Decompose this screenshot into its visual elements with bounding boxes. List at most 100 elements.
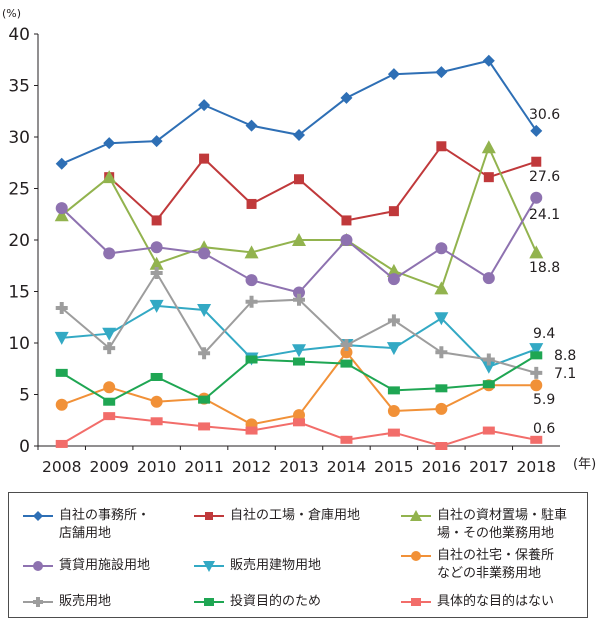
data-point	[292, 233, 306, 246]
data-point	[387, 386, 400, 395]
end-value-label: 18.8	[529, 260, 560, 276]
x-tick-label: 2014	[327, 458, 366, 476]
y-unit-label: (%)	[2, 7, 21, 20]
data-point	[245, 119, 258, 132]
data-point	[481, 140, 496, 154]
y-tick-label: 20	[8, 231, 30, 251]
legend-item: 販売用建物用地	[194, 557, 321, 575]
data-point	[150, 372, 163, 381]
data-point	[411, 551, 421, 561]
y-tick-label: 10	[8, 334, 30, 354]
data-point	[103, 342, 116, 355]
data-point	[55, 398, 68, 411]
data-point	[530, 351, 543, 360]
legend-swatch	[23, 561, 53, 571]
data-point	[245, 295, 258, 308]
data-point	[246, 198, 257, 209]
legend-swatch	[23, 597, 53, 607]
legend-swatch	[194, 512, 224, 520]
data-point	[530, 191, 543, 204]
legend-item: 自社の工場・倉庫用地	[194, 507, 360, 525]
data-point	[435, 402, 448, 415]
data-point	[150, 395, 163, 408]
data-point	[482, 426, 495, 435]
legend-item: 販売用地	[23, 593, 111, 611]
legend-swatch	[194, 561, 224, 572]
data-point	[205, 512, 213, 520]
data-point	[530, 124, 543, 137]
data-point	[245, 355, 258, 364]
data-point	[388, 206, 399, 217]
series	[55, 54, 543, 170]
series	[55, 191, 543, 299]
data-point	[482, 54, 495, 67]
data-point	[150, 266, 163, 279]
end-value-label: 9.4	[533, 326, 555, 342]
data-point	[293, 128, 305, 141]
legend-label: 自社の社宅・保養所 などの非業務用地	[437, 548, 555, 581]
data-point	[387, 428, 400, 437]
data-point	[151, 215, 162, 226]
x-unit-label: (年)	[573, 457, 596, 472]
data-point	[198, 422, 211, 431]
data-point	[386, 263, 401, 277]
data-point	[103, 412, 116, 421]
data-point	[203, 561, 215, 572]
data-point	[150, 417, 163, 426]
data-point	[481, 360, 496, 374]
data-point	[340, 234, 353, 246]
data-point	[531, 156, 542, 167]
x-tick-label: 2013	[279, 458, 318, 476]
legend-label: 販売用地	[59, 594, 112, 609]
data-point	[198, 347, 211, 360]
legend: 自社の事務所・ 店舗用地 自社の工場・倉庫用地 自社の資材置場・駐車 場・その他業務…	[8, 492, 588, 618]
data-point	[198, 395, 211, 404]
data-point	[245, 426, 258, 435]
legend-item: 自社の資材置場・駐車 場・その他業務用地	[401, 507, 567, 543]
legend-item: 自社の事務所・ 店舗用地	[23, 507, 150, 543]
data-point	[245, 274, 258, 287]
data-point	[435, 346, 448, 359]
x-tick-label: 2008	[42, 458, 81, 476]
legend-swatch	[401, 598, 431, 606]
data-point	[55, 368, 68, 377]
x-tick-label: 2009	[89, 458, 128, 476]
data-point	[482, 272, 495, 285]
data-point	[55, 301, 68, 314]
data-point	[340, 91, 353, 104]
series-layer	[54, 54, 544, 450]
end-labels: 30.6 27.6 18.8 24.1 9.4 5.9 7.1 8.8 0.6	[529, 107, 576, 437]
line-chart: (%) (年) 0 5 10 15 20 25 30 35 40 2008 2009 2010 2011…	[2, 7, 596, 476]
data-point	[436, 141, 447, 152]
data-point	[103, 137, 116, 150]
y-tick-label: 25	[8, 180, 30, 200]
data-point	[199, 153, 210, 164]
end-value-label: 30.6	[529, 107, 560, 123]
legend-label: 具体的な目的はない	[437, 594, 555, 609]
legend-item: 賃貸用施設用地	[23, 557, 150, 575]
data-point	[55, 157, 68, 170]
data-point	[411, 598, 421, 606]
data-point	[149, 256, 164, 270]
data-point	[293, 357, 305, 366]
data-point	[341, 215, 352, 226]
data-point	[197, 304, 212, 318]
data-point	[55, 202, 68, 215]
legend-item: 具体的な目的はない	[401, 593, 554, 611]
x-tick-label: 2012	[232, 458, 271, 476]
data-point	[102, 327, 117, 341]
data-point	[340, 346, 353, 359]
y-tick-label: 30	[8, 128, 30, 148]
data-point	[103, 381, 116, 394]
data-point	[150, 135, 163, 148]
data-point	[103, 247, 116, 260]
series-line	[61, 59, 538, 165]
end-value-label: 8.8	[554, 348, 576, 364]
end-value-label: 5.9	[533, 392, 555, 408]
data-point	[292, 344, 306, 358]
data-point	[294, 174, 304, 185]
data-point	[482, 380, 495, 389]
data-point	[435, 66, 448, 79]
y-tick-label: 0	[19, 437, 30, 457]
data-point	[55, 439, 68, 448]
